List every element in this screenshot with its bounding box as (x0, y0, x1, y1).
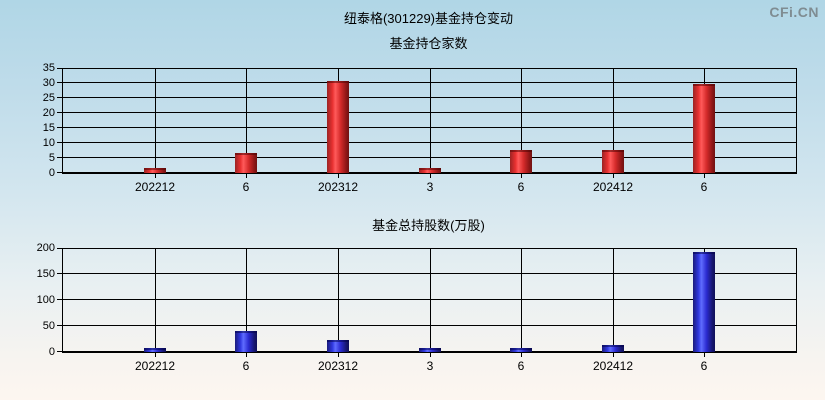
y-axis-label: 10 (42, 137, 55, 149)
y-axis-tick (57, 172, 62, 173)
x-axis-tick (704, 174, 705, 178)
y-axis-label: 30 (42, 77, 55, 89)
gridline-v (246, 68, 247, 173)
bar-red-6 (510, 150, 532, 173)
bar-red-202312 (327, 81, 349, 173)
gridline-v (521, 248, 522, 352)
y-axis-label: 15 (42, 122, 55, 134)
y-axis-label: 20 (42, 107, 55, 119)
y-axis-tick (57, 351, 62, 352)
y-axis-label: 25 (42, 92, 55, 104)
bar-blue-202412 (602, 345, 624, 352)
x-axis-label: 3 (426, 180, 434, 194)
x-axis-label: 6 (700, 359, 708, 373)
y-axis-label: 0 (48, 167, 55, 179)
gridline-v (613, 248, 614, 352)
chart2-subtitle: 基金总持股数(万股) (372, 218, 485, 233)
x-axis-label: 202412 (592, 359, 634, 373)
x-axis-tick (521, 353, 522, 357)
gridline-h (63, 248, 796, 249)
y-axis-tick (57, 299, 62, 300)
gridline-v (246, 248, 247, 352)
y-axis-tick (57, 97, 62, 98)
gridline-h (63, 112, 796, 113)
gridline-v (338, 248, 339, 352)
y-axis-label: 150 (36, 268, 55, 280)
x-axis-label: 3 (426, 359, 434, 373)
x-axis-tick (155, 353, 156, 357)
x-axis-label: 6 (517, 359, 525, 373)
y-axis-tick (57, 127, 62, 128)
x-axis-tick (613, 174, 614, 178)
y-axis-label: 100 (36, 294, 55, 306)
x-axis-tick (246, 174, 247, 178)
gridline-h (63, 68, 796, 69)
x-axis-tick (338, 174, 339, 178)
gridline-h (63, 299, 796, 300)
x-axis-label: 6 (242, 359, 250, 373)
y-axis-tick (57, 82, 62, 83)
x-axis-label: 202312 (317, 180, 359, 194)
gridline-h (63, 142, 796, 143)
bar-red-6 (693, 84, 715, 173)
x-axis-label: 6 (242, 180, 250, 194)
x-axis-tick (430, 174, 431, 178)
y-axis-tick (57, 157, 62, 158)
x-axis-tick (338, 353, 339, 357)
gridline-h (63, 325, 796, 326)
x-axis-label: 202412 (592, 180, 634, 194)
x-axis-line (62, 351, 797, 353)
x-axis-label: 6 (700, 180, 708, 194)
bar-red-3 (419, 168, 441, 173)
cfi-cn-logo: CFi.CN (769, 4, 819, 20)
gridline-h (63, 82, 796, 83)
chart1-subtitle: 基金持仓家数 (389, 36, 468, 51)
x-axis-tick (613, 353, 614, 357)
y-axis-label: 35 (42, 62, 55, 74)
y-axis-tick (57, 112, 62, 113)
x-axis-tick (521, 174, 522, 178)
gridline-h (63, 127, 796, 128)
gridline-v (613, 68, 614, 173)
chart1-plot-area: 0 5 10 15 20 25 30 35 202212 6 202312 3 6 202412 6 (43, 63, 797, 194)
x-axis-tick (246, 353, 247, 357)
x-axis-tick (430, 353, 431, 357)
bar-blue-202212 (144, 348, 166, 352)
bar-blue-202312 (327, 340, 349, 352)
bar-blue-6 (693, 252, 715, 352)
x-axis-tick (155, 174, 156, 178)
gridline-h (63, 157, 796, 158)
x-axis-line (62, 172, 797, 174)
gridline-v (430, 68, 431, 173)
y-axis-tick (57, 142, 62, 143)
y-axis-tick (57, 325, 62, 326)
x-axis-label: 202312 (317, 359, 359, 373)
gridline-v (155, 248, 156, 352)
x-axis-label: 202212 (134, 180, 176, 194)
y-axis-label: 200 (36, 242, 55, 254)
gridline-h (63, 273, 796, 274)
gridline-h (63, 97, 796, 98)
y-axis-label: 5 (48, 152, 55, 164)
bar-red-202412 (602, 150, 624, 173)
x-axis-label: 202212 (134, 359, 176, 373)
bar-blue-6 (510, 348, 532, 352)
y-axis-label: 0 (48, 346, 55, 358)
y-axis-tick (57, 273, 62, 274)
bar-red-202212 (144, 168, 166, 173)
bar-blue-6 (235, 331, 257, 352)
bar-red-6 (235, 153, 257, 173)
x-axis-label: 6 (517, 180, 525, 194)
y-axis-label: 50 (42, 320, 55, 332)
y-axis-tick (57, 248, 62, 249)
gridline-v (155, 68, 156, 173)
page-title: 纽泰格(301229)基金持仓变动 (343, 11, 514, 26)
chart2-plot-area: 0 50 100 150 200 202212 6 202312 3 6 202412 6 (37, 243, 797, 373)
gridline-v (521, 68, 522, 173)
y-axis-tick (57, 68, 62, 69)
gridline-v (430, 248, 431, 352)
bar-blue-3 (419, 348, 441, 352)
x-axis-tick (704, 353, 705, 357)
